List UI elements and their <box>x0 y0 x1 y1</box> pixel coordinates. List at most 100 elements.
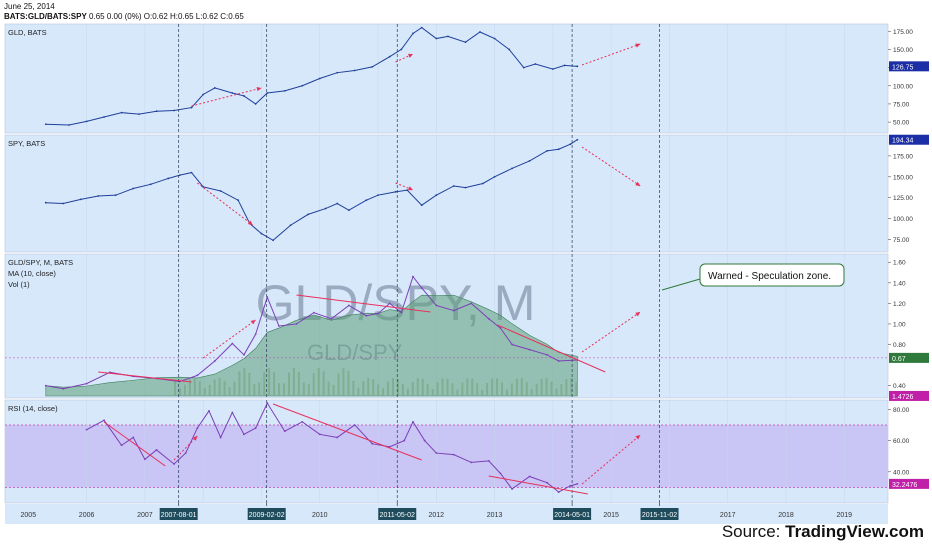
gld-spy-ratio-point <box>347 304 350 307</box>
volume-bar <box>357 387 360 396</box>
gld-spy-ratio-point <box>546 353 548 356</box>
volume-bar <box>446 378 449 396</box>
volume-bar <box>263 371 266 396</box>
spy-price-point <box>365 199 368 202</box>
gld-spy-ratio-point <box>435 304 438 307</box>
chart-quote-line: BATS:GLD/BATS:SPY 0.65 0.00 (0%) O:0.62 … <box>4 12 244 22</box>
gld-spy-ratio-point <box>377 312 379 315</box>
volume-bar <box>387 381 390 396</box>
y-tick-label: 150.00 <box>893 174 913 181</box>
spy-price-point <box>336 202 339 205</box>
gld-price-point <box>301 84 304 87</box>
gld-price-point <box>44 123 47 126</box>
gld-price-point <box>336 71 339 74</box>
y-tick-label: 80.00 <box>893 407 910 414</box>
rsi-point <box>155 449 158 451</box>
gld-price-point <box>202 93 205 96</box>
spy-price-point <box>149 183 152 186</box>
gld-price-line <box>45 27 578 126</box>
spy-price-point <box>62 202 65 205</box>
gld-price-point <box>138 113 140 116</box>
gld-price-point <box>447 35 449 38</box>
event-date-badge <box>247 508 286 520</box>
spy-price-point <box>307 213 309 216</box>
volume-bar <box>421 378 424 396</box>
chart-date: June 25, 2014 <box>4 2 55 11</box>
gld-spy-ratio-point <box>528 348 531 351</box>
gld-price-point <box>318 77 321 80</box>
gld-price-point <box>231 92 234 94</box>
gld-price-point <box>534 63 537 65</box>
volume-bar <box>312 372 315 396</box>
gld-price-point <box>190 106 193 109</box>
gld-spy-ratio-point <box>330 317 333 320</box>
y-tick-label: 60.00 <box>893 438 910 445</box>
rsi-point <box>184 452 187 454</box>
volume-bar <box>520 378 523 396</box>
ratio-uptrend-arrow-head <box>250 320 256 325</box>
gld-spy-ratio-point <box>44 384 47 387</box>
volume-bar <box>377 384 380 396</box>
volume-bar <box>342 368 345 396</box>
rsi-trendline-1 <box>103 421 166 467</box>
volume-bar <box>238 371 241 396</box>
volume-bar <box>486 383 489 396</box>
event-date-text: 2011-05-02 <box>380 512 415 519</box>
gld-spy-ratio-point <box>420 287 423 289</box>
rsi-point <box>85 428 88 431</box>
spy-price-point <box>406 189 409 192</box>
ratio-forecast-arrow-head <box>635 312 641 317</box>
volume-bar <box>401 384 404 396</box>
volume-bar <box>451 383 454 396</box>
rsi-last-value-badge <box>889 478 929 489</box>
volume-bar <box>228 387 231 396</box>
spy-price-point <box>435 194 438 197</box>
rsi-forecast-arrow <box>581 434 641 485</box>
rsi-trendline-3 <box>488 475 588 495</box>
speculation-callout <box>699 263 845 287</box>
gld-price-point <box>353 69 356 72</box>
ratio-last-value-badge-text: 0.67 <box>892 356 906 363</box>
rsi-point <box>243 433 245 436</box>
volume-bar <box>456 389 459 396</box>
spy-price-point <box>44 201 47 204</box>
gld-price-point <box>254 103 257 105</box>
gld-spy-ratio-point <box>470 302 473 305</box>
y-tick-label: 1.00 <box>893 321 906 328</box>
y-tick-label: 175.00 <box>893 29 913 36</box>
volume-bar <box>471 378 474 396</box>
volume-bar <box>525 382 528 396</box>
rsi-band <box>5 424 888 488</box>
volume-bar <box>372 379 375 396</box>
volume-bar <box>317 368 320 396</box>
gld-last-value-badge-text: 126.75 <box>892 64 914 71</box>
event-date-badge <box>378 508 417 520</box>
rsi-point <box>196 427 199 429</box>
spy-downtrend-arrow-2-head <box>407 186 413 191</box>
gld-price-point <box>388 55 391 58</box>
volume-bar <box>193 378 196 396</box>
volume-bar <box>565 379 568 396</box>
gld-price-point <box>435 37 438 40</box>
gld-price-point <box>155 110 158 113</box>
spy-price-point <box>289 224 292 227</box>
gld-price-point <box>213 87 216 89</box>
ratio-panel-title: GLD/SPY, M, BATS <box>8 258 73 267</box>
x-tick-label: 2012 <box>429 512 445 519</box>
spy-price-point <box>237 199 240 202</box>
volume-bar <box>550 381 553 396</box>
spy-price-point <box>420 204 423 207</box>
volume-bar <box>243 368 246 396</box>
x-tick-label: 2017 <box>720 512 736 519</box>
rsi-point <box>511 488 513 490</box>
chart-symbol: BATS:GLD/BATS:SPY <box>4 12 87 21</box>
y-tick-label: 1.20 <box>893 301 906 308</box>
spy-last-value-badge-text: 194.34 <box>892 138 914 145</box>
speculation-callout-text: Warned - Speculation zone. <box>708 271 831 282</box>
gld-spy-ratio-point <box>365 314 368 317</box>
rsi-point <box>301 420 304 423</box>
volume-bar <box>258 382 261 396</box>
y-tick-label: 50.00 <box>893 120 910 127</box>
volume-bar <box>545 378 548 396</box>
